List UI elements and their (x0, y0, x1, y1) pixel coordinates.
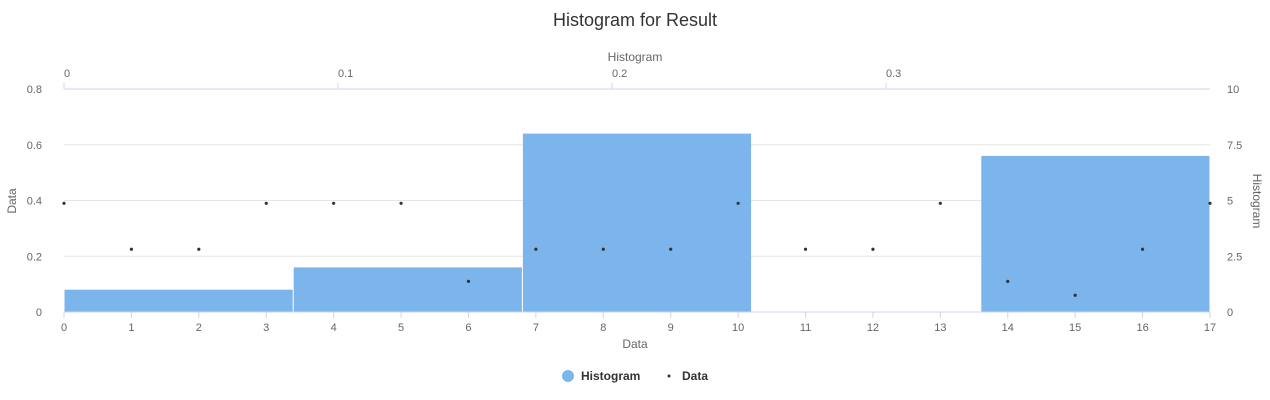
top-axis-title: Histogram (608, 50, 663, 64)
x-tick-label-13: 13 (934, 322, 946, 334)
legend-data-marker (667, 374, 671, 378)
right-y-axis-title: Histogram (1250, 174, 1264, 229)
data-point-16[interactable] (1140, 247, 1145, 251)
data-point-4[interactable] (332, 201, 336, 205)
right-y-tick-label-3: 7.5 (1227, 140, 1242, 152)
x-tick-label-7: 7 (533, 322, 539, 334)
top-axis-ticks: 0 0.1 0.2 0.3 (63, 68, 901, 89)
x-tick-label-3: 3 (263, 322, 269, 334)
data-point-12[interactable] (871, 247, 875, 251)
data-point-11[interactable] (803, 247, 808, 251)
right-y-tick-label-4: 10 (1227, 84, 1239, 96)
right-y-tick-label-0: 0 (1227, 307, 1233, 319)
x-axis-title: Data (622, 337, 648, 351)
top-tick-label-0: 0 (64, 68, 70, 80)
data-point-5[interactable] (399, 201, 403, 205)
right-y-axis-ticks: 0 2.5 5 7.5 10 (1227, 84, 1242, 319)
top-tick-label-2: 0.2 (612, 68, 627, 80)
data-point-8[interactable] (601, 247, 605, 251)
data-point-9[interactable] (669, 247, 673, 251)
top-tick-label-1: 0.1 (338, 68, 353, 80)
data-point-6[interactable] (466, 279, 471, 283)
histogram-bar-1[interactable] (293, 267, 522, 312)
data-point-10[interactable] (736, 201, 740, 205)
left-y-tick-label-3: 0.6 (27, 140, 42, 152)
x-tick-label-17: 17 (1204, 322, 1216, 334)
x-tick-label-0: 0 (61, 322, 67, 334)
x-tick-label-10: 10 (732, 322, 744, 334)
left-y-axis-title: Data (5, 188, 19, 214)
data-point-15[interactable] (1073, 293, 1077, 297)
x-tick-label-8: 8 (600, 322, 606, 334)
histogram-bar-4[interactable] (981, 155, 1210, 312)
data-point-0[interactable] (62, 201, 66, 205)
x-tick-label-2: 2 (196, 322, 202, 334)
legend-histogram-marker (562, 370, 574, 382)
data-points (62, 201, 1212, 297)
x-tick-label-15: 15 (1069, 322, 1081, 334)
left-y-tick-label-2: 0.4 (27, 196, 42, 208)
legend-histogram-label: Histogram (581, 369, 640, 383)
left-y-axis-ticks: 0 0.2 0.4 0.6 0.8 (27, 84, 42, 319)
data-point-13[interactable] (938, 201, 942, 205)
x-tick-label-1: 1 (128, 322, 134, 334)
right-y-tick-label-1: 2.5 (1227, 251, 1242, 263)
histogram-bars (64, 133, 1210, 312)
legend-item-data[interactable]: Data (667, 369, 709, 383)
x-tick-label-14: 14 (1002, 322, 1014, 334)
data-point-3[interactable] (264, 201, 268, 205)
top-tick-label-3: 0.3 (886, 68, 901, 80)
left-y-tick-label-0: 0 (36, 307, 42, 319)
chart-title: Histogram for Result (553, 10, 717, 30)
x-axis-ticks: 0 1 2 3 4 5 6 7 8 9 10 11 12 13 14 15 16 17 (61, 312, 1216, 334)
data-point-1[interactable] (129, 247, 134, 251)
x-tick-label-5: 5 (398, 322, 404, 334)
legend-item-histogram[interactable]: Histogram (562, 369, 640, 383)
left-y-tick-label-1: 0.2 (27, 251, 42, 263)
right-y-tick-label-2: 5 (1227, 196, 1233, 208)
x-tick-label-6: 6 (465, 322, 471, 334)
x-tick-label-16: 16 (1136, 322, 1148, 334)
histogram-bar-0[interactable] (64, 289, 293, 312)
data-point-7[interactable] (534, 247, 538, 251)
data-point-14[interactable] (1006, 279, 1010, 283)
x-tick-label-12: 12 (867, 322, 879, 334)
x-tick-label-9: 9 (668, 322, 674, 334)
x-tick-label-4: 4 (331, 322, 337, 334)
legend-data-label: Data (682, 369, 708, 383)
left-y-tick-label-4: 0.8 (27, 84, 42, 96)
histogram-bar-2[interactable] (522, 133, 752, 312)
data-point-17[interactable] (1208, 201, 1212, 205)
legend: Histogram Data (562, 369, 708, 383)
data-point-2[interactable] (197, 247, 201, 251)
x-tick-label-11: 11 (800, 322, 811, 334)
